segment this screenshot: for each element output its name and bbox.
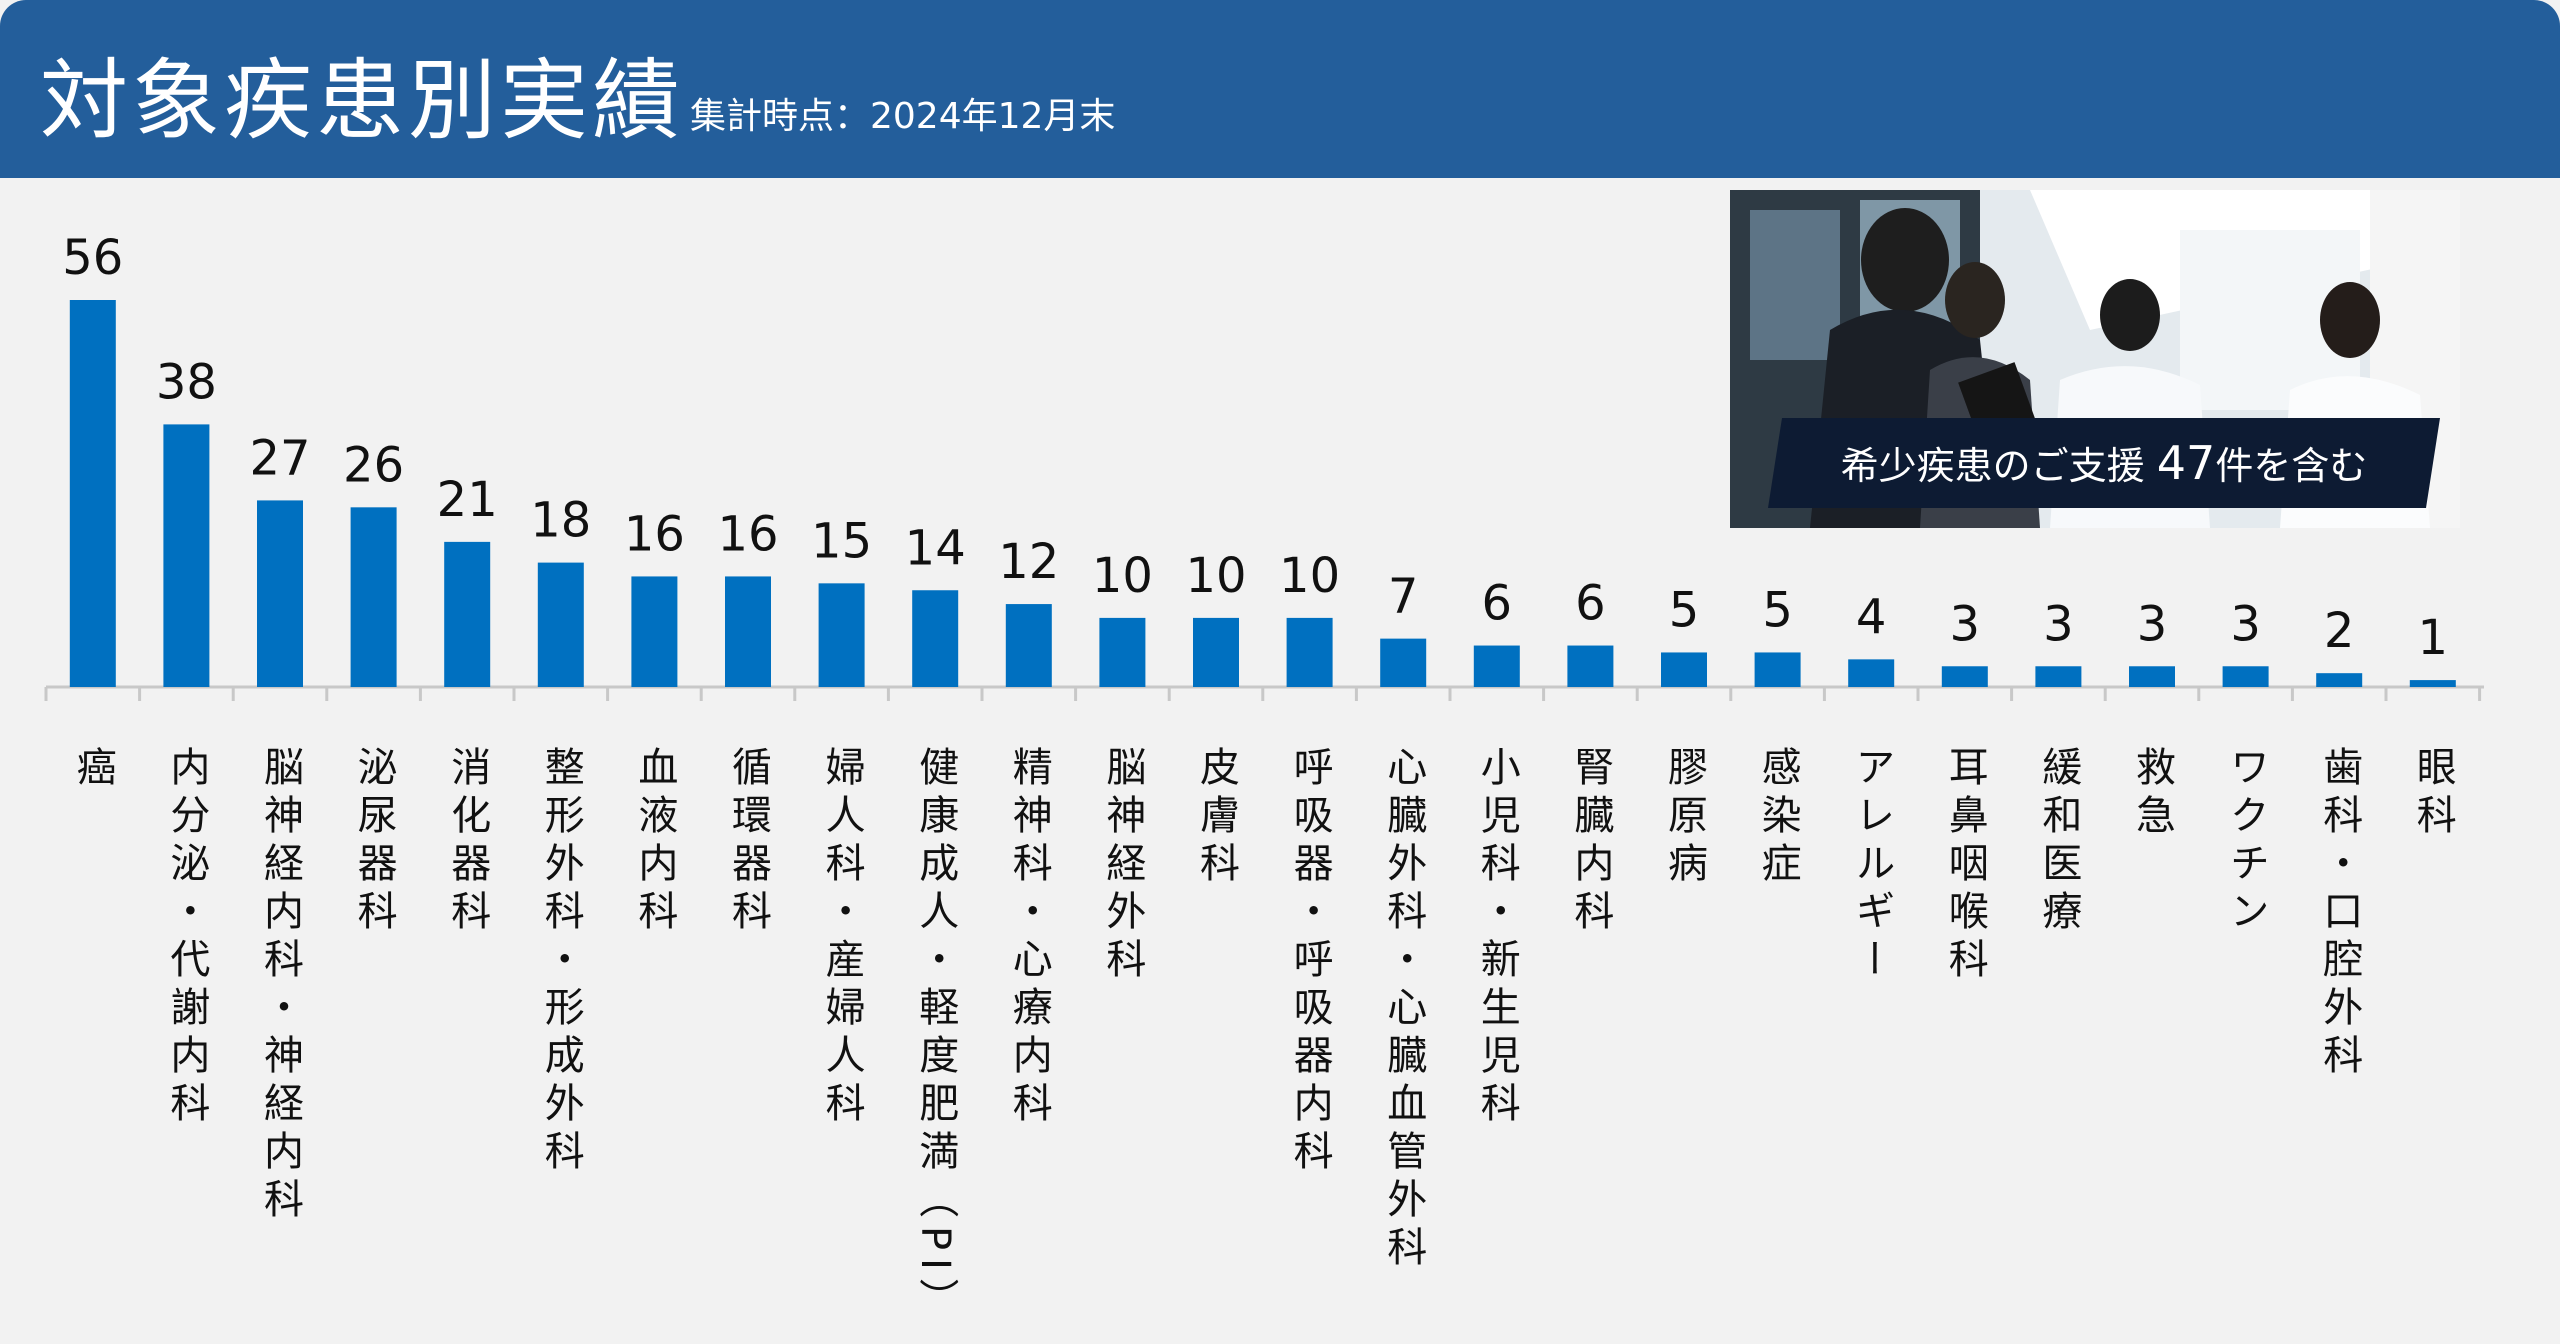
bar (1848, 659, 1895, 687)
category-label: 整形外科・形成外科 (538, 746, 584, 1178)
bar-value-label: 2 (2324, 603, 2355, 659)
category-label: 健康成人・軽度肥満（PI） (912, 746, 959, 1326)
badge-suffix: 件を含む (2215, 444, 2368, 488)
doctors-meeting-photo: 希少疾患のご支援 47件を含む (1730, 190, 2460, 528)
bar (1567, 645, 1614, 687)
bar (537, 562, 584, 687)
bar (257, 500, 303, 687)
bar-value-label: 10 (1279, 548, 1340, 604)
bar-value-label: 18 (530, 493, 591, 549)
bar-value-label: 56 (62, 230, 123, 286)
category-label: 眼科 (2410, 746, 2456, 842)
bar-value-label: 5 (1669, 582, 1700, 638)
category-label: 心臓外科・心臓血管外科 (1380, 746, 1426, 1274)
aggregation-date: 集計時点：2024年12月末 (690, 96, 1116, 137)
bar (818, 583, 865, 687)
bar (1099, 617, 1146, 687)
bar (2409, 680, 2456, 687)
category-label: 救急 (2129, 746, 2175, 842)
bar-value-label: 12 (998, 534, 1059, 590)
bar-value-label: 10 (1092, 548, 1153, 604)
rare-disease-badge-text: 希少疾患のご支援 47件を含む (1768, 418, 2440, 508)
bar (444, 541, 491, 687)
bar (631, 576, 678, 687)
header-bar: 対象疾患別実績 集計時点：2024年12月末 (0, 0, 2560, 178)
bar-value-label: 6 (1482, 576, 1513, 632)
bar-value-label: 27 (249, 430, 310, 486)
category-label: 膠原病 (1661, 746, 1707, 890)
bar (1754, 652, 1801, 687)
category-label: 感染症 (1755, 746, 1801, 890)
category-label: ワクチン (2223, 746, 2269, 938)
bar-value-label: 6 (1575, 576, 1606, 632)
bar-value-label: 3 (2230, 596, 2261, 652)
bar-value-label: 1 (2418, 610, 2449, 666)
bar (2316, 673, 2363, 687)
category-label: 泌尿器科 (351, 746, 397, 938)
bar-value-label: 16 (624, 506, 685, 562)
bar (2222, 666, 2269, 687)
category-label: アレルギー (1848, 746, 1894, 986)
category-label: 耳鼻咽喉科 (1942, 746, 1988, 986)
category-label: 脳神経内科・神経内科 (257, 746, 303, 1226)
bar-value-label: 21 (437, 472, 498, 528)
bar (1286, 617, 1333, 687)
category-label: 小児科・新生児科 (1474, 746, 1520, 1130)
rare-disease-badge: 希少疾患のご支援 47件を含む (1768, 418, 2440, 508)
category-label: 緩和医療 (2035, 746, 2081, 938)
badge-count: 47 (2156, 436, 2216, 490)
category-label: 消化器科 (444, 746, 490, 938)
category-label: 脳神経外科 (1099, 746, 1145, 986)
category-label: 歯科・口腔外科 (2316, 746, 2363, 1082)
page-title: 対象疾患別実績 (40, 49, 685, 152)
bar-value-label: 14 (905, 520, 966, 576)
bar-value-label: 16 (717, 506, 778, 562)
bar-value-label: 10 (1185, 548, 1246, 604)
bar-value-label: 7 (1388, 569, 1419, 625)
category-label: 血液内科 (631, 746, 677, 938)
bar-value-label: 26 (343, 437, 404, 493)
bar (350, 507, 397, 687)
bar (725, 576, 771, 687)
category-label: 腎臓内科 (1567, 746, 1613, 938)
category-label: 皮膚科 (1193, 746, 1239, 890)
category-label: 婦人科・産婦人科 (819, 746, 865, 1130)
bar (1380, 638, 1427, 687)
bar (1941, 666, 1988, 687)
bar (2035, 666, 2082, 687)
bar (1661, 652, 1707, 687)
category-label: 循環器科 (725, 746, 771, 938)
bar-value-label: 3 (1950, 596, 1981, 652)
bar (1005, 604, 1052, 687)
bar (1473, 645, 1520, 687)
category-label: 内分泌・代謝内科 (163, 746, 210, 1130)
bar-value-label: 5 (1762, 582, 1793, 638)
bar (1193, 617, 1239, 687)
bar (2129, 666, 2175, 687)
category-label: 癌 (70, 746, 116, 794)
category-label: 呼吸器・呼吸器内科 (1287, 746, 1333, 1178)
bar (163, 424, 210, 687)
bar-value-label: 38 (156, 354, 217, 410)
bar (69, 300, 116, 687)
bar-value-label: 4 (1856, 589, 1887, 645)
badge-prefix: 希少疾患のご支援 (1840, 444, 2145, 488)
bar (912, 590, 959, 687)
category-label: 精神科・心療内科 (1006, 746, 1052, 1130)
bar-value-label: 15 (811, 513, 872, 569)
bar-value-label: 3 (2043, 596, 2074, 652)
bar-value-label: 3 (2137, 596, 2168, 652)
